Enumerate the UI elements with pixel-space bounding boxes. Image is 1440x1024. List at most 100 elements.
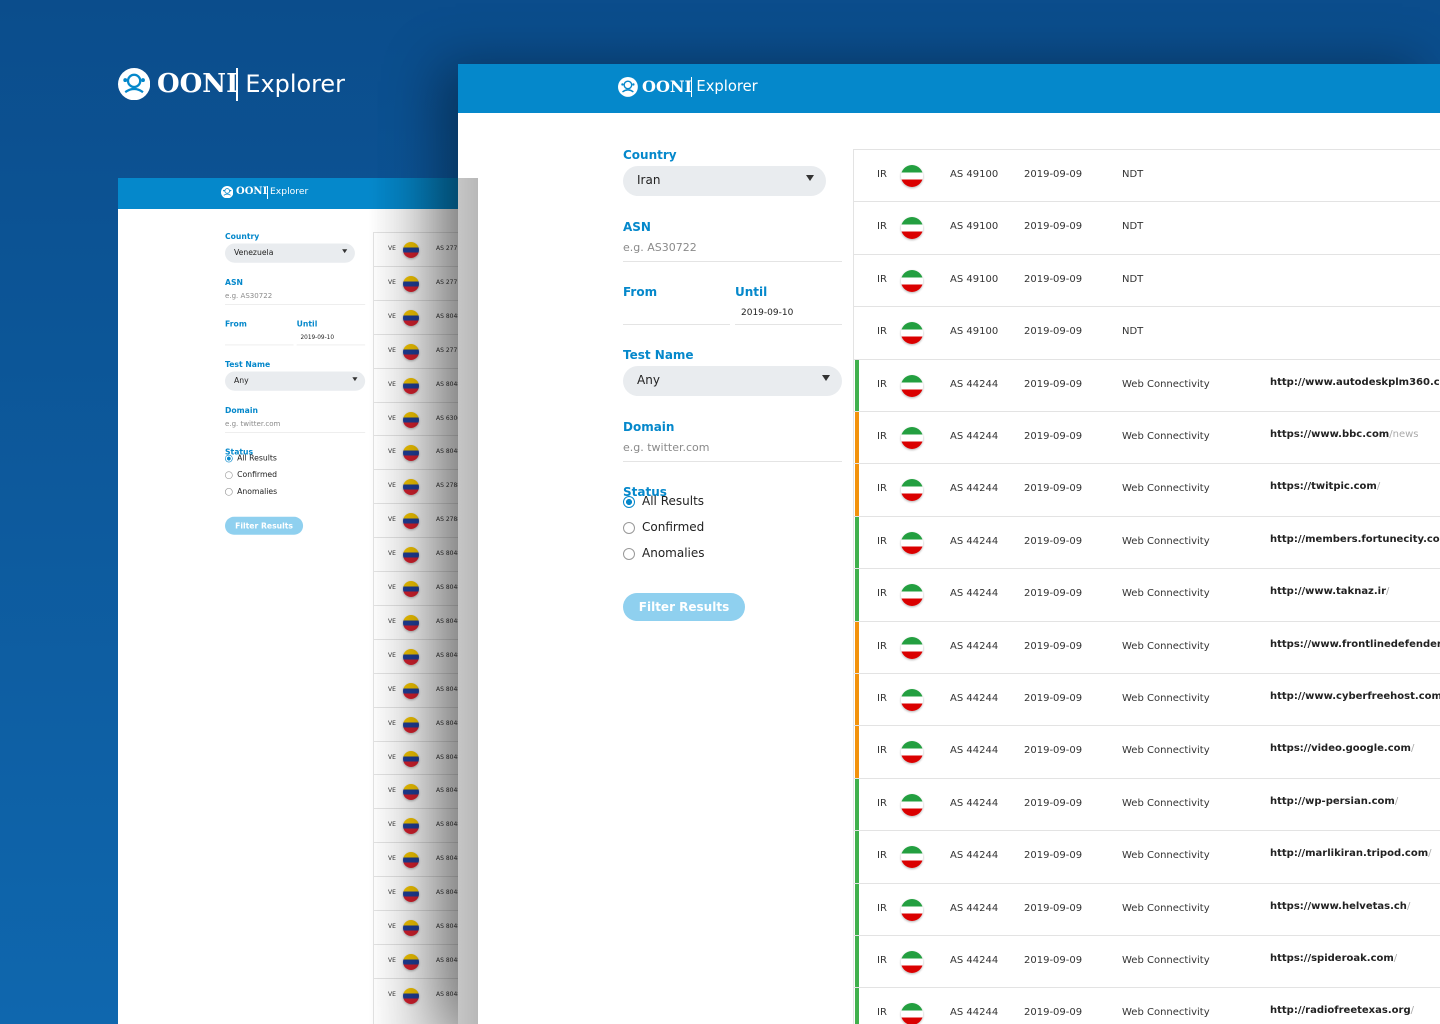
url-host: http://marlikiran.tripod.com xyxy=(1270,848,1429,860)
flag xyxy=(901,427,923,449)
url-host: https://www.frontlinedefenders.or... xyxy=(1270,638,1440,650)
result-row[interactable]: IR AS 44244 2019-09-09 Web Connectivity http… xyxy=(854,463,1440,517)
test-name: Web Connectivity xyxy=(1122,483,1210,495)
result-row[interactable]: IR AS 44244 2019-09-09 Web Connectivity http… xyxy=(854,568,1440,622)
test-name-select[interactable]: Any xyxy=(225,371,366,391)
result-row[interactable]: VE AS 2788 xyxy=(374,469,478,504)
radio-label: All Results xyxy=(642,494,705,508)
status-marker xyxy=(855,988,859,1024)
country-code: VE xyxy=(388,686,396,693)
flag xyxy=(901,636,923,659)
result-row[interactable]: VE AS 2771 xyxy=(374,232,478,267)
radio[interactable] xyxy=(623,496,635,508)
country-code: IR xyxy=(877,431,887,442)
asn: AS 8048 xyxy=(436,686,461,693)
result-row[interactable]: IR AS 44244 2019-09-09 Web Connectivity http… xyxy=(854,358,1440,412)
result-row[interactable]: VE AS 8048 xyxy=(374,672,478,708)
country-select[interactable]: Venezuela xyxy=(225,243,355,263)
result-row[interactable]: VE AS 8048 xyxy=(374,740,478,776)
result-row[interactable]: VE AS 8048 xyxy=(374,808,478,843)
asn: AS 49100 xyxy=(950,169,999,180)
result-row[interactable]: VE AS 8048 xyxy=(374,571,478,606)
asn: AS 8048 xyxy=(436,720,461,727)
result-row[interactable]: IR AS 44244 2019-09-09 Web Connectivity http… xyxy=(854,830,1440,884)
country-code: VE xyxy=(388,584,396,591)
result-row[interactable]: VE AS 8048 xyxy=(374,774,478,809)
flag xyxy=(403,547,419,564)
country-code: VE xyxy=(388,482,396,489)
asn: AS 44244 xyxy=(950,588,999,600)
radio[interactable] xyxy=(225,488,233,496)
radio[interactable] xyxy=(225,471,233,480)
flag xyxy=(403,479,419,496)
result-row[interactable]: IR AS 44244 2019-09-09 Web Connectivity http… xyxy=(854,725,1440,779)
result-row[interactable]: VE AS 8048 xyxy=(374,876,478,911)
result-row[interactable]: VE AS 8048 xyxy=(374,638,478,674)
result-row[interactable]: VE AS 8048 xyxy=(374,299,478,335)
date: 2019-09-09 xyxy=(1024,745,1083,757)
country-select[interactable]: Iran xyxy=(623,166,826,196)
result-row[interactable]: IR AS 44244 2019-09-09 Web Connectivity http… xyxy=(854,777,1440,832)
input-placeholder: e.g. twitter.com xyxy=(225,419,281,428)
result-row[interactable]: IR AS 44244 2019-09-09 Web Connectivity http… xyxy=(854,620,1440,674)
result-row[interactable]: VE AS 2788 xyxy=(374,503,478,538)
asn: AS 8048 xyxy=(436,313,461,320)
asn: AS 49100 xyxy=(950,326,999,338)
result-row[interactable]: IR AS 49100 2019-09-09 NDT xyxy=(854,201,1440,254)
result-row[interactable]: VE AS 2771 xyxy=(374,333,478,369)
filter-label: Until xyxy=(735,285,768,299)
radio[interactable] xyxy=(623,548,635,560)
flag xyxy=(403,953,419,970)
result-row[interactable]: VE AS 8048 xyxy=(374,977,478,1013)
input-placeholder: e.g. AS30722 xyxy=(623,241,697,254)
text-input[interactable] xyxy=(623,302,730,325)
result-row[interactable]: IR AS 44244 2019-09-09 Web Connectivity http… xyxy=(854,882,1440,936)
header: OONI Explorer xyxy=(458,64,1440,113)
date: 2019-09-09 xyxy=(1024,588,1083,600)
flag xyxy=(403,445,419,462)
result-row[interactable]: VE AS 8048 xyxy=(374,910,478,945)
filter-button[interactable]: Filter Results xyxy=(623,593,745,621)
result-row[interactable]: VE AS 8048 xyxy=(374,537,478,572)
radio[interactable] xyxy=(623,522,635,534)
url: https://video.google.com/ xyxy=(1270,743,1414,754)
select-value: Iran xyxy=(637,173,661,187)
result-row[interactable]: VE AS 8048 xyxy=(374,943,478,979)
result-row[interactable]: VE AS 6306 xyxy=(374,401,478,437)
result-row[interactable]: VE AS 8048 xyxy=(374,435,478,470)
result-row[interactable]: VE AS 2771 xyxy=(374,265,478,301)
result-row[interactable]: VE AS 8048 xyxy=(374,367,478,403)
text-input[interactable] xyxy=(225,331,294,346)
status-marker xyxy=(855,778,859,832)
result-row[interactable]: IR AS 44244 2019-09-09 Web Connectivity http… xyxy=(854,987,1440,1024)
radio[interactable] xyxy=(225,454,233,463)
result-row[interactable]: IR AS 44244 2019-09-09 Web Connectivity http… xyxy=(854,411,1440,465)
flag xyxy=(403,581,419,597)
text-input[interactable]: e.g. twitter.com xyxy=(623,439,842,462)
result-row[interactable]: IR AS 44244 2019-09-09 Web Connectivity http… xyxy=(854,673,1440,727)
filters: Country Iran ASN e.g. AS30722 From Until 2019-… xyxy=(623,148,843,621)
filter-button[interactable]: Filter Results xyxy=(225,516,304,535)
result-row[interactable]: IR AS 49100 2019-09-09 NDT xyxy=(854,306,1440,359)
flag xyxy=(403,750,419,767)
asn: AS 44244 xyxy=(950,693,999,704)
result-row[interactable]: VE AS 8048 xyxy=(374,842,478,877)
flag xyxy=(403,275,419,292)
result-row[interactable]: VE AS 8048 xyxy=(374,706,478,742)
text-input[interactable]: e.g. AS30722 xyxy=(225,290,366,305)
result-row[interactable]: IR AS 49100 2019-09-09 NDT xyxy=(854,149,1440,202)
result-row[interactable]: VE AS 8048 xyxy=(374,604,478,640)
url: http://www.autodeskplm360.com/ xyxy=(1270,377,1440,388)
select-arrow xyxy=(342,249,348,254)
url: http://radiofreetexas.org/ xyxy=(1270,1005,1414,1016)
text-input[interactable]: e.g. AS30722 xyxy=(623,239,842,262)
test-name-select[interactable]: Any xyxy=(623,366,842,396)
text-input[interactable]: 2019-09-10 xyxy=(296,331,366,346)
url: http://marlikiran.tripod.com/ xyxy=(1270,848,1432,859)
text-input[interactable]: e.g. twitter.com xyxy=(225,418,366,433)
result-row[interactable]: IR AS 44244 2019-09-09 Web Connectivity http… xyxy=(854,515,1440,570)
flag xyxy=(901,1003,923,1024)
result-row[interactable]: IR AS 44244 2019-09-09 Web Connectivity http… xyxy=(854,935,1440,989)
text-input[interactable]: 2019-09-10 xyxy=(735,302,842,325)
result-row[interactable]: IR AS 49100 2019-09-09 NDT xyxy=(854,253,1440,307)
